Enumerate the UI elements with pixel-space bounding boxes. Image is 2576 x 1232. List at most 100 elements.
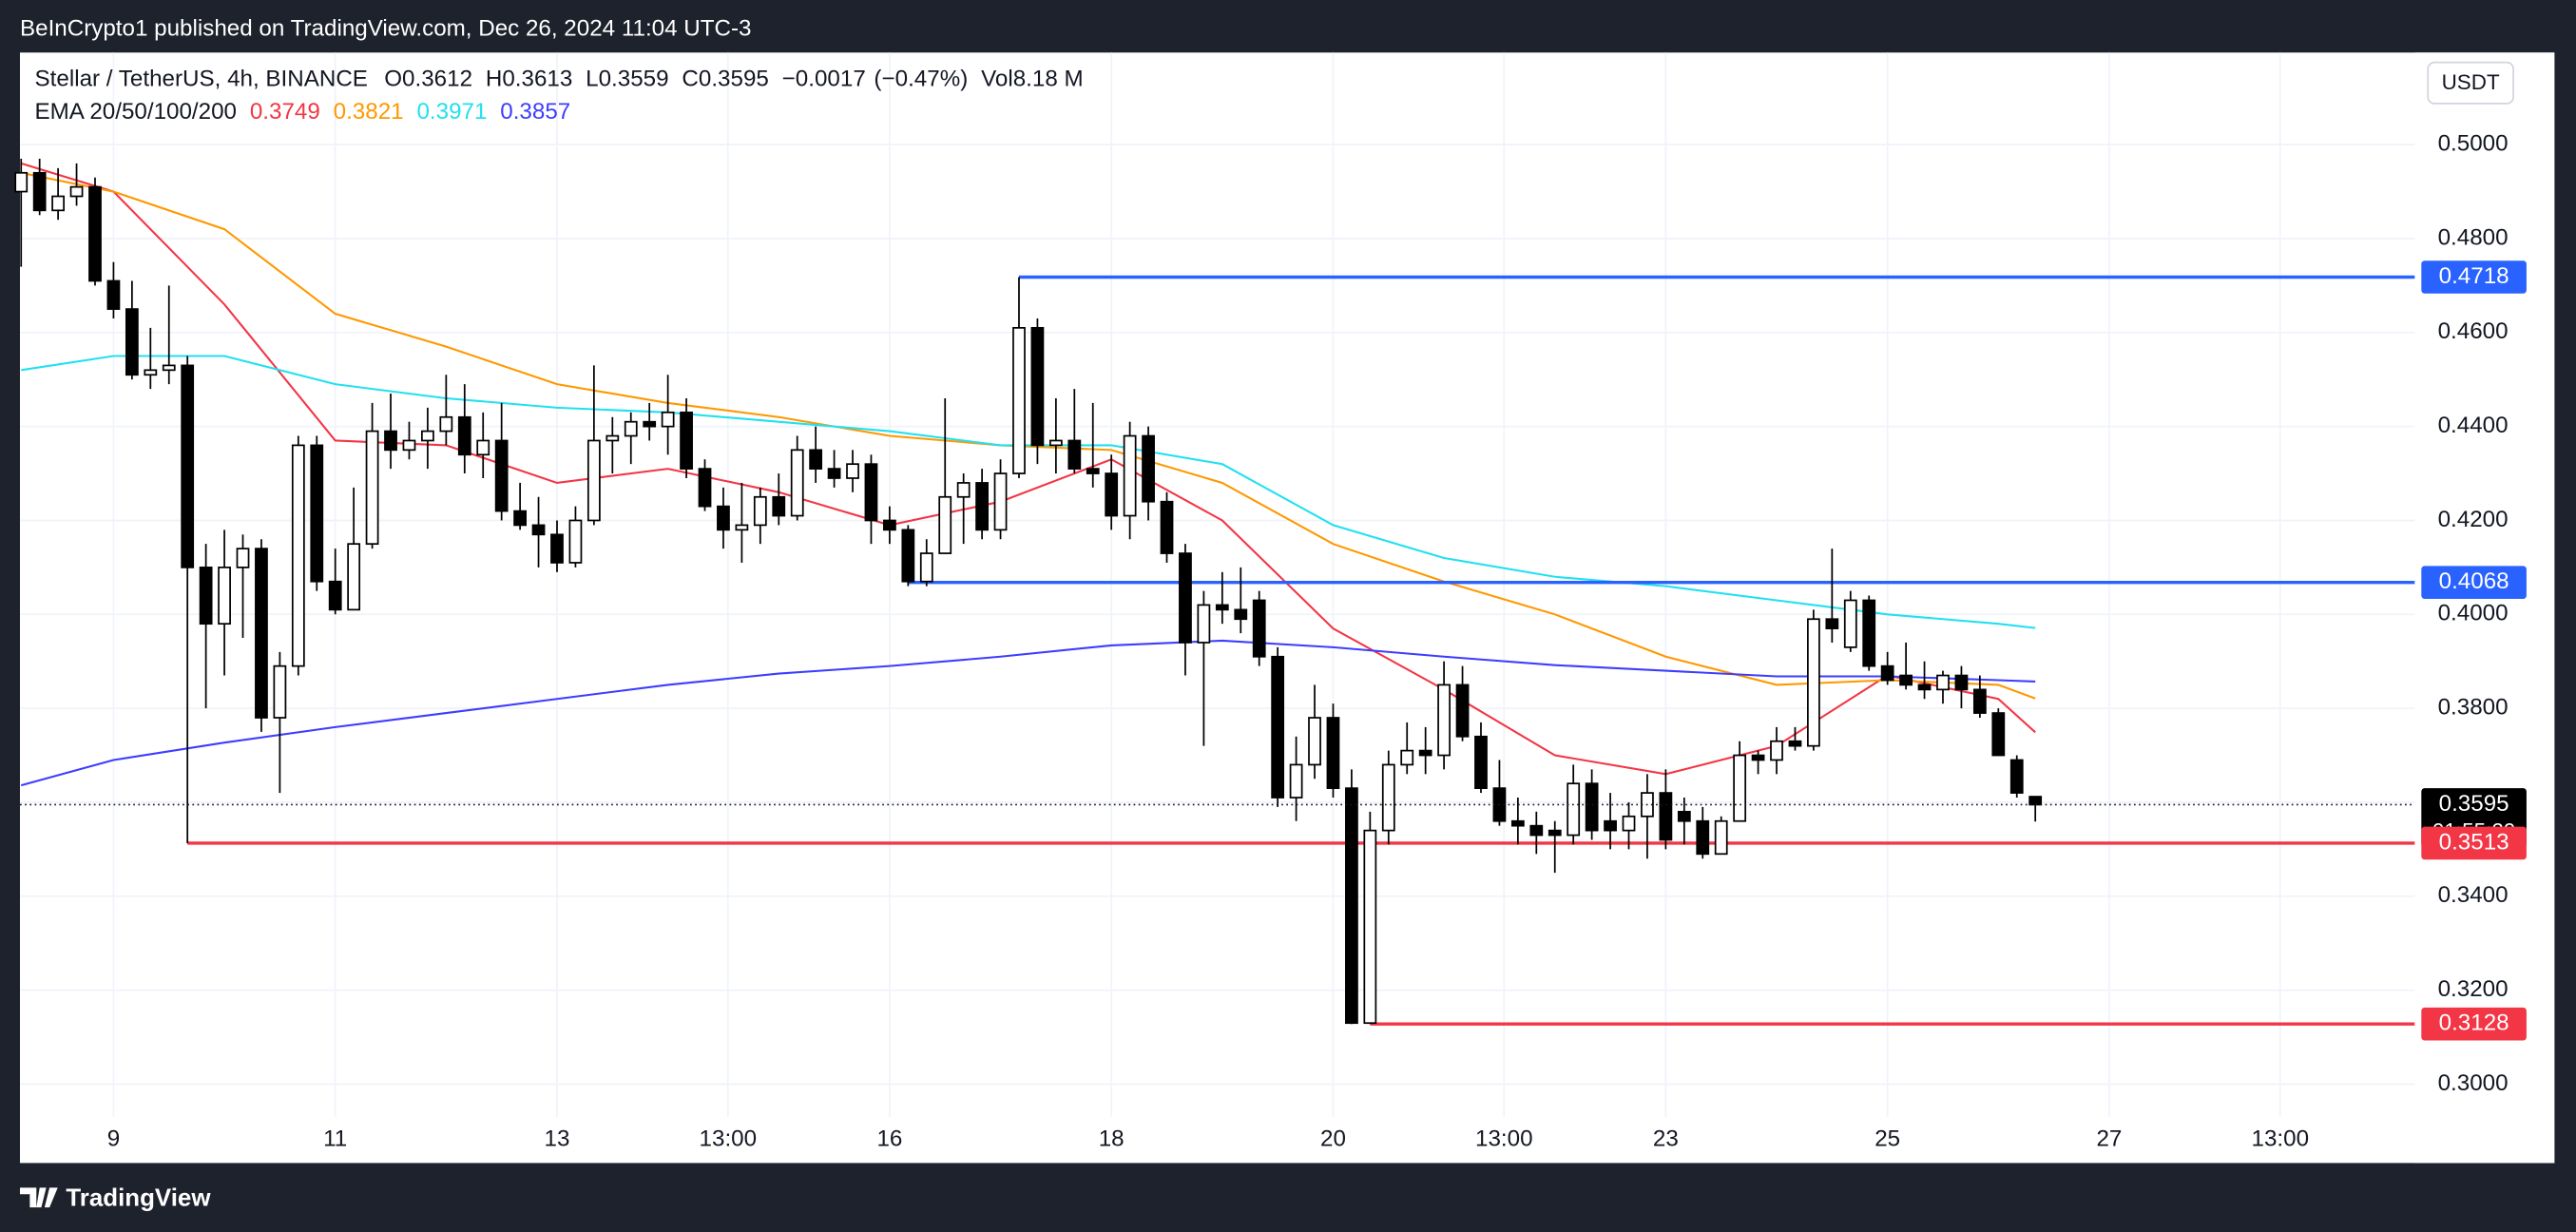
brand-name: TradingView (66, 1184, 211, 1211)
volume-value: 8.18 M (1013, 67, 1084, 92)
x-tick-label: 23 (1653, 1126, 1679, 1152)
ema-line (20, 639, 2036, 787)
x-tick-label: 27 (2096, 1126, 2122, 1152)
candle-body (1917, 683, 1932, 691)
ohlc-label: L (586, 67, 598, 92)
candle-body (1714, 819, 1728, 856)
candle-body (864, 463, 878, 522)
ohlc-value: 0.3595 (699, 67, 769, 92)
candle-body (347, 543, 361, 611)
candle-body (439, 415, 453, 433)
marks (14, 158, 2415, 1026)
candle-body (531, 524, 546, 536)
candle-body (457, 415, 471, 456)
candle-body (680, 411, 693, 470)
candle-body (421, 430, 434, 442)
candle-body (1437, 683, 1451, 757)
candle-body (476, 439, 490, 456)
candle-body (51, 195, 65, 212)
candle-body (1308, 717, 1321, 766)
candle-body (1770, 740, 1783, 761)
candle-body (1567, 782, 1581, 837)
level-price-label: 0.4718 (2439, 263, 2509, 289)
y-tick-label: 0.4600 (2438, 318, 2509, 344)
candle-body (1677, 810, 1691, 822)
candle-body (1622, 815, 1636, 832)
candle-body (717, 505, 730, 531)
candle-body (1843, 599, 1857, 648)
candle-body (88, 185, 102, 282)
candle-body (993, 472, 1008, 531)
candle-body (1585, 782, 1599, 832)
grid (19, 52, 2415, 1118)
level-price-box (2421, 1007, 2527, 1041)
candle-body (162, 364, 176, 372)
candle-body (1252, 599, 1266, 658)
candle-body (1381, 763, 1395, 832)
candle-body (144, 369, 158, 376)
candle-body (2028, 796, 2043, 806)
currency-label[interactable]: USDT (2442, 70, 2500, 94)
candle-body (494, 439, 509, 512)
candle-body (624, 420, 638, 437)
candle-body (1215, 604, 1229, 611)
ohlc-label: O (384, 67, 402, 92)
candle-body (919, 552, 933, 583)
candle-body (772, 495, 786, 517)
x-tick-label: 25 (1874, 1126, 1900, 1152)
ema-value: 0.3749 (250, 100, 320, 125)
candle-body (218, 567, 231, 626)
ema-value: 0.3821 (334, 100, 404, 125)
x-tick-label: 13:00 (1475, 1126, 1533, 1152)
candle-body (1510, 819, 1525, 827)
candle-body (1271, 655, 1285, 799)
candle-body (1179, 552, 1192, 644)
y-tick-label: 0.4400 (2438, 413, 2509, 438)
candle-body (1936, 674, 1950, 691)
level-price-box (2421, 566, 2527, 599)
y-tick-label: 0.3000 (2438, 1070, 2509, 1096)
symbol: Stellar / TetherUS, 4h, BINANCE (35, 67, 368, 92)
candle-body (1807, 618, 1820, 747)
x-tick-label: 18 (1099, 1126, 1125, 1152)
candle-body (586, 439, 601, 522)
ema-value: 0.3971 (416, 100, 487, 125)
candle-body (513, 510, 528, 527)
candle-body (790, 449, 804, 517)
candle-body (1604, 819, 1617, 832)
candle-body (1751, 754, 1765, 761)
legend-symbol-line: Stellar / TetherUS, 4h, BINANCE O0.3612 H 0… (35, 67, 1084, 92)
candle-body (901, 529, 915, 583)
candle-body (310, 444, 324, 583)
y-tick-label: 0.3200 (2438, 976, 2509, 1002)
level-price-box (2421, 260, 2527, 294)
level-price-label: 0.3128 (2439, 1011, 2509, 1036)
candle-body (69, 185, 84, 198)
ohlc-value: 0.3612 (402, 67, 472, 92)
x-tick-label: 13:00 (2252, 1126, 2310, 1152)
change-percent: (−0.47%) (874, 67, 968, 92)
candle-body (181, 364, 195, 568)
candle-body (698, 468, 712, 508)
candle-body (1105, 472, 1119, 517)
ohlc-label: H (486, 67, 502, 92)
candle-body (1862, 599, 1876, 667)
last-price-label: 0.3595 (2439, 791, 2509, 817)
level-price-box (2421, 826, 2527, 860)
candle-body (273, 664, 287, 719)
candle-body (1954, 674, 1969, 691)
x-tick-label: 13:00 (700, 1126, 758, 1152)
x-tick-label: 9 (107, 1126, 120, 1152)
candle-body (402, 439, 416, 452)
candle-body (1160, 500, 1174, 554)
currency-button[interactable] (2427, 61, 2514, 105)
candle-body (1696, 819, 1710, 856)
candle-body (1659, 792, 1673, 841)
candle-body (1972, 688, 1987, 714)
ema-title: EMA 20/50/100/200 (35, 100, 237, 125)
x-tick-label: 16 (876, 1126, 902, 1152)
candle-body (1086, 468, 1100, 474)
candle-body (827, 468, 841, 479)
